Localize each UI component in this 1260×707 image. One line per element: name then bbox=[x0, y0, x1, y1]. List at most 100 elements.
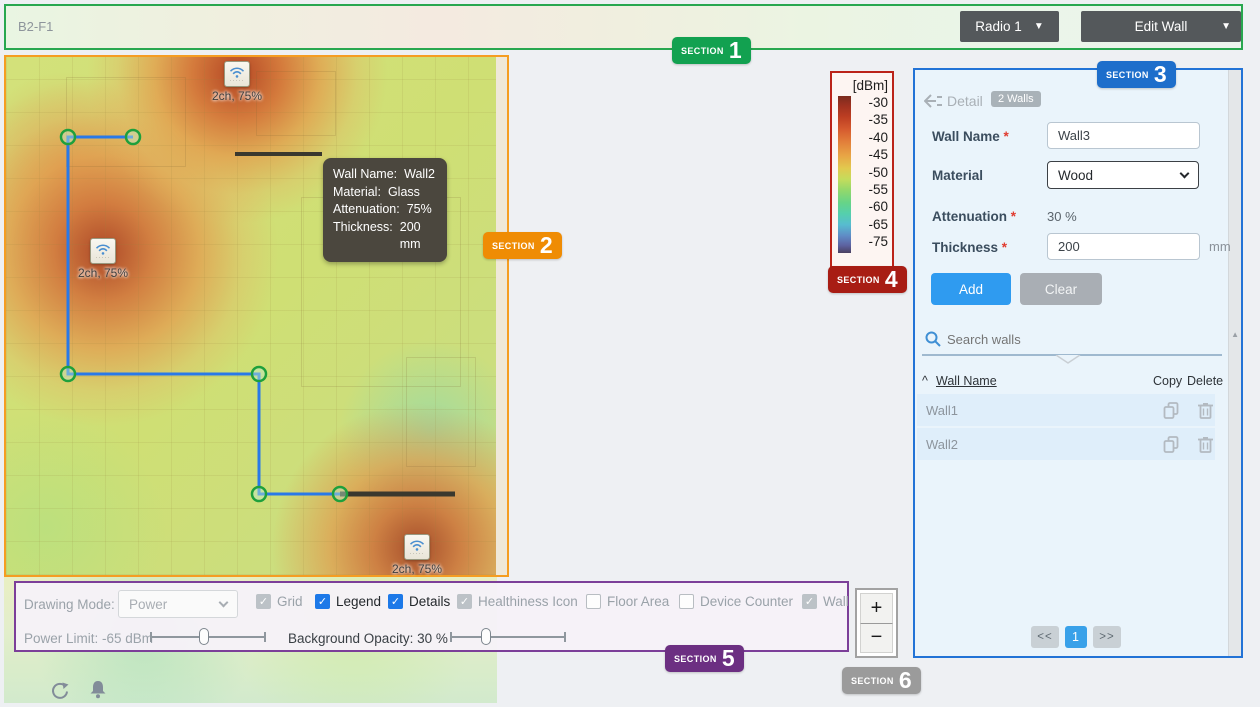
check-icon: ✓ bbox=[317, 596, 328, 608]
wall-name-label-text: Wall Name bbox=[932, 129, 1000, 144]
legend-tick-labels: -30 -35 -40 -45 -50 -55 -60 -65 -75 bbox=[854, 95, 888, 249]
details-checkbox-label: Details bbox=[409, 594, 451, 609]
wall-vertex-handle[interactable] bbox=[250, 365, 268, 383]
device-counter-checkbox-label: Device Counter bbox=[700, 594, 794, 609]
section-badge-word: SECTION bbox=[681, 45, 724, 56]
legend-tick: -30 bbox=[868, 95, 888, 110]
material-selected-value: Wood bbox=[1058, 167, 1094, 183]
floorplan-outline bbox=[256, 71, 336, 136]
wall-list-row[interactable]: Wall1 bbox=[917, 394, 1215, 426]
wifi-ap-icon[interactable]: ····· bbox=[404, 534, 430, 560]
tooltip-thickness-label: Thickness: bbox=[333, 219, 393, 234]
zoom-out-button[interactable]: − bbox=[860, 622, 893, 653]
background-opacity-slider[interactable] bbox=[450, 627, 566, 647]
back-arrow-icon[interactable] bbox=[924, 94, 943, 108]
wall-vertex-handle[interactable] bbox=[59, 365, 77, 383]
wall-vertex-handle[interactable] bbox=[59, 128, 77, 146]
wifi-ap-icon[interactable]: ····· bbox=[90, 238, 116, 264]
wall-vertex-handle[interactable] bbox=[331, 485, 349, 503]
panel-scrollbar[interactable] bbox=[1228, 70, 1241, 656]
map-zoom-control: + − bbox=[855, 588, 898, 658]
legend-tick: -75 bbox=[868, 234, 888, 249]
thickness-input[interactable] bbox=[1047, 233, 1200, 260]
search-walls-input[interactable] bbox=[947, 329, 1147, 349]
ap-icon-caption: ····· bbox=[229, 77, 245, 84]
scroll-up-arrow-icon[interactable]: ▲ bbox=[1231, 330, 1239, 339]
view-options-toolbar: Drawing Mode: Power ✓ Grid ✓ Legend ✓ De… bbox=[14, 581, 849, 652]
wifi-ap-icon[interactable]: ····· bbox=[224, 61, 250, 87]
slider-track bbox=[450, 636, 566, 638]
wall-vertex-handle[interactable] bbox=[124, 128, 142, 146]
grid-checkbox[interactable]: ✓ Grid bbox=[256, 594, 303, 609]
wall-name-label: Wall Name * bbox=[932, 129, 1009, 144]
tooltip-wall-name-value: Wall2 bbox=[404, 167, 435, 181]
column-wall-name[interactable]: Wall Name bbox=[936, 374, 997, 388]
radio-select-button[interactable]: Radio 1 ▼ bbox=[960, 11, 1059, 42]
floor-area-checkbox[interactable]: Floor Area bbox=[586, 594, 669, 609]
trash-icon[interactable] bbox=[1198, 436, 1213, 453]
legend-tick: -50 bbox=[868, 164, 888, 180]
wall-checkbox[interactable]: ✓ Wall bbox=[802, 594, 849, 609]
legend-tick: -35 bbox=[868, 112, 888, 128]
attenuation-label-text: Attenuation bbox=[932, 209, 1007, 224]
legend-checkbox-label: Legend bbox=[336, 594, 382, 609]
access-point-3[interactable]: ····· 2ch, 75% bbox=[382, 534, 452, 576]
healthiness-icon-checkbox[interactable]: ✓ Healthiness Icon bbox=[457, 594, 578, 609]
add-button[interactable]: Add bbox=[931, 273, 1011, 305]
section-1-badge: SECTION 1 bbox=[672, 37, 751, 64]
copy-icon[interactable] bbox=[1163, 402, 1179, 419]
wall-list-row[interactable]: Wall2 bbox=[917, 428, 1215, 460]
walls-drawing-layer[interactable] bbox=[6, 57, 507, 575]
legend-checkbox[interactable]: ✓ Legend bbox=[315, 594, 381, 609]
sort-caret[interactable]: ^ bbox=[922, 374, 928, 388]
legend-tick: -65 bbox=[868, 216, 888, 232]
ap-channel-label: 2ch, 75% bbox=[391, 562, 443, 576]
section-6-badge: SECTION 6 bbox=[842, 667, 921, 694]
legend-tick: -60 bbox=[868, 199, 888, 215]
trash-icon[interactable] bbox=[1198, 402, 1213, 419]
page-prev-button[interactable]: << bbox=[1031, 626, 1059, 648]
access-point-1[interactable]: ····· 2ch, 75% bbox=[202, 61, 272, 103]
floor-name-label: B2-F1 bbox=[18, 19, 54, 34]
material-select[interactable]: Wood bbox=[1047, 161, 1199, 189]
wall-vertex-handle[interactable] bbox=[250, 485, 268, 503]
page-current-button[interactable]: 1 bbox=[1065, 626, 1087, 648]
tooltip-attenuation-label: Attenuation: bbox=[333, 202, 400, 216]
notification-bell-icon[interactable] bbox=[89, 680, 107, 700]
map-edge-strip bbox=[496, 57, 507, 575]
clear-button[interactable]: Clear bbox=[1020, 273, 1102, 305]
section-badge-number: 2 bbox=[539, 232, 553, 258]
floorplan-outline bbox=[66, 77, 186, 167]
legend-color-bar bbox=[838, 96, 851, 253]
section-2-badge: SECTION 2 bbox=[483, 232, 562, 259]
wall-row-name: Wall1 bbox=[926, 402, 959, 418]
access-point-2[interactable]: ····· 2ch, 75% bbox=[68, 238, 138, 280]
details-checkbox[interactable]: ✓ Details bbox=[388, 594, 450, 609]
attenuation-value: 30 % bbox=[1047, 209, 1077, 224]
wall-detail-panel: ▲ Detail 2 Walls Wall Name * Material Wo… bbox=[913, 68, 1243, 658]
floor-heatmap-canvas[interactable]: ····· 2ch, 75% ····· 2ch, 75% ····· 2ch,… bbox=[4, 55, 509, 577]
power-limit-slider-handle[interactable] bbox=[198, 628, 209, 645]
power-limit-slider[interactable] bbox=[150, 627, 266, 647]
device-counter-checkbox[interactable]: Device Counter bbox=[679, 594, 793, 609]
background-opacity-slider-handle[interactable] bbox=[481, 628, 492, 645]
wall-name-input[interactable] bbox=[1047, 122, 1200, 149]
refresh-icon[interactable] bbox=[50, 681, 69, 700]
section-badge-number: 3 bbox=[1153, 61, 1167, 87]
legend-tick: -55 bbox=[868, 181, 888, 197]
ap-channel-label: 2ch, 75% bbox=[211, 89, 263, 103]
attenuation-label: Attenuation * bbox=[932, 209, 1016, 224]
copy-icon[interactable] bbox=[1163, 436, 1179, 453]
zoom-in-button[interactable]: + bbox=[860, 593, 893, 623]
section-badge-word: SECTION bbox=[851, 675, 894, 686]
wall-polyline-blue[interactable] bbox=[66, 135, 340, 496]
tooltip-wall-name-label: Wall Name: bbox=[333, 167, 398, 181]
required-asterisk: * bbox=[1001, 240, 1008, 255]
ap-icon-caption: ····· bbox=[95, 254, 111, 261]
thickness-label: Thickness * bbox=[932, 240, 1007, 255]
drawing-mode-select[interactable]: Power bbox=[118, 590, 238, 618]
dropdown-arrow-icon: ▼ bbox=[1221, 21, 1231, 32]
section-badge-number: 1 bbox=[728, 37, 742, 63]
page-next-button[interactable]: >> bbox=[1093, 626, 1121, 648]
edit-wall-button[interactable]: Edit Wall ▼ bbox=[1081, 11, 1241, 42]
